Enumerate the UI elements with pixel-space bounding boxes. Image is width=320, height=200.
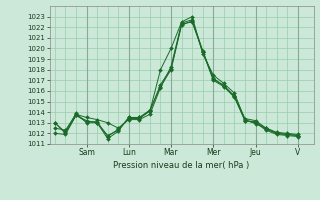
X-axis label: Pression niveau de la mer( hPa ): Pression niveau de la mer( hPa ) bbox=[114, 161, 250, 170]
